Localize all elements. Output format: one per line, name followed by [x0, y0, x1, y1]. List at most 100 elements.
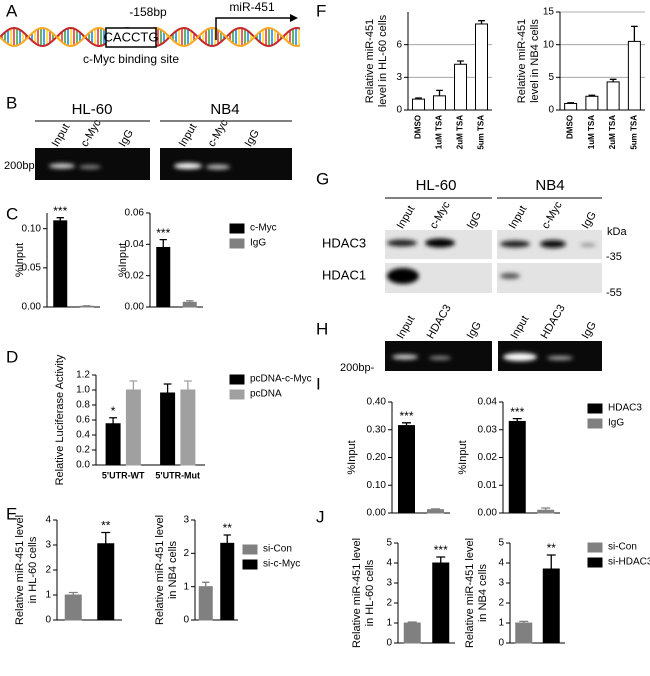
y-tick-label: 3 [396, 72, 402, 83]
chart: %Input 0.00 0.10 0.20 0.30 0.40 *** [346, 397, 450, 519]
bar [53, 220, 68, 308]
y-tick-label: 0.00 [125, 302, 145, 313]
significance: *** [434, 543, 448, 557]
lane-label: Input [50, 122, 73, 149]
blot-band [387, 239, 417, 247]
y-axis-label: level in NB4 cells [529, 19, 541, 103]
bar [105, 423, 121, 466]
chart: %Input 0.00 0.05 0.10 *** [14, 204, 100, 313]
bar [398, 425, 415, 514]
error-bar [159, 238, 167, 248]
legend-swatch [587, 418, 603, 429]
y-tick-label: 0.00 [22, 302, 42, 313]
x-tick-label: 5'UTR-Mut [155, 470, 200, 480]
error-bar [68, 591, 78, 595]
legend-swatch [242, 559, 258, 570]
y-tick-label: 3 [45, 540, 51, 551]
y-axis-label: in HL-60 cells [364, 559, 376, 626]
y-tick-label: 4 [386, 558, 392, 569]
charts: %Input0.000.050.10***%Input0.000.020.040… [14, 7, 650, 649]
error-bar [512, 418, 522, 422]
gel-band [79, 165, 101, 169]
bar [125, 389, 141, 466]
y-tick-label: 0.10 [22, 223, 42, 234]
y-tick-label: 2 [183, 548, 189, 559]
y-tick-label: 0 [396, 105, 402, 116]
legend-swatch [229, 389, 245, 400]
error-bar [436, 89, 443, 96]
y-axis-label: Relative miR-451 [364, 19, 376, 103]
lane-label: c-Myc [206, 117, 231, 149]
cell-line: NB4 [535, 177, 564, 194]
error-bar [129, 380, 138, 390]
gel-band [206, 164, 230, 170]
lane-label: IgG [243, 128, 262, 149]
error-bar [223, 534, 231, 544]
y-axis-label: %Input [457, 440, 469, 474]
bar [454, 63, 467, 111]
gel-band [503, 353, 537, 361]
y-axis-label: Relative miR-451 level [464, 538, 476, 648]
arrow-head [290, 14, 298, 22]
panel-label: G [316, 169, 329, 188]
chart: Relative Luciferase Activity 0.0 0.2 0.4 0.6… [54, 354, 312, 485]
error-bar [202, 581, 210, 587]
legend-swatch [229, 223, 245, 234]
panel-label: B [6, 93, 17, 112]
cell-line: HL-60 [72, 101, 113, 118]
error-bar [109, 417, 118, 424]
y-tick-label: 4 [45, 515, 51, 526]
gel-band [547, 356, 573, 360]
cell-line: NB4 [210, 101, 239, 118]
legend-label: c-Myc [250, 223, 277, 234]
gel-band [429, 356, 451, 360]
x-tick-label: DMSO [566, 115, 575, 139]
gel-band [174, 163, 202, 169]
significance: *** [510, 405, 524, 419]
caption: c-Myc binding site [83, 52, 179, 66]
bar [542, 568, 560, 644]
y-tick-label: 10 [543, 39, 555, 50]
panel-label: J [316, 507, 325, 526]
unit: kDa [607, 226, 627, 238]
bar [564, 102, 578, 111]
error-bar [186, 300, 194, 303]
lane-label: c-Myc [540, 199, 565, 231]
significance: * [111, 404, 116, 418]
y-axis-label: %Input [14, 243, 26, 277]
legend-label: HDAC3 [608, 403, 642, 414]
error-bar [541, 507, 551, 511]
y-tick-label: 0.4 [76, 430, 90, 441]
y-tick-label: 0.02 [478, 452, 498, 463]
y-axis-label: in NB4 cells [477, 563, 489, 622]
y-tick-label: 0 [498, 638, 504, 649]
y-tick-label: 3 [498, 578, 504, 589]
error-bar [546, 554, 556, 569]
mw-marker: -35 [606, 251, 622, 263]
y-tick-label: 0.30 [367, 424, 387, 435]
bar [220, 542, 235, 621]
lane-label: Input [509, 314, 532, 341]
bar [433, 95, 446, 111]
x-tick-label: 1uM TSA [587, 115, 596, 149]
y-axis-label: %Input [346, 440, 358, 474]
legend-label: pcDNA-c-Myc [250, 374, 312, 385]
y-tick-label: 6 [396, 39, 402, 50]
y-axis-label: %Input [117, 243, 129, 277]
y-tick-label: 0 [548, 105, 554, 116]
error-bar [402, 422, 411, 426]
gel [35, 148, 150, 180]
significance: ** [101, 519, 111, 533]
chart: Relative miR-451 level in HL-60 cells 0 3 6 D… [364, 12, 492, 150]
motif-box [105, 27, 157, 48]
y-tick-label: 0 [183, 615, 189, 626]
legend-label: IgG [250, 238, 266, 249]
y-tick-label: 1 [45, 590, 51, 601]
y-axis-label: Relative miR-451 level [154, 515, 166, 625]
bar [182, 301, 197, 308]
bar [97, 543, 115, 621]
y-tick-label: 0 [386, 638, 392, 649]
lane-label: IgG [465, 210, 484, 231]
y-tick-label: 0.20 [367, 452, 387, 463]
chart: Relative miR-451 level in NB4 cells 0 5 10 15… [516, 7, 645, 150]
